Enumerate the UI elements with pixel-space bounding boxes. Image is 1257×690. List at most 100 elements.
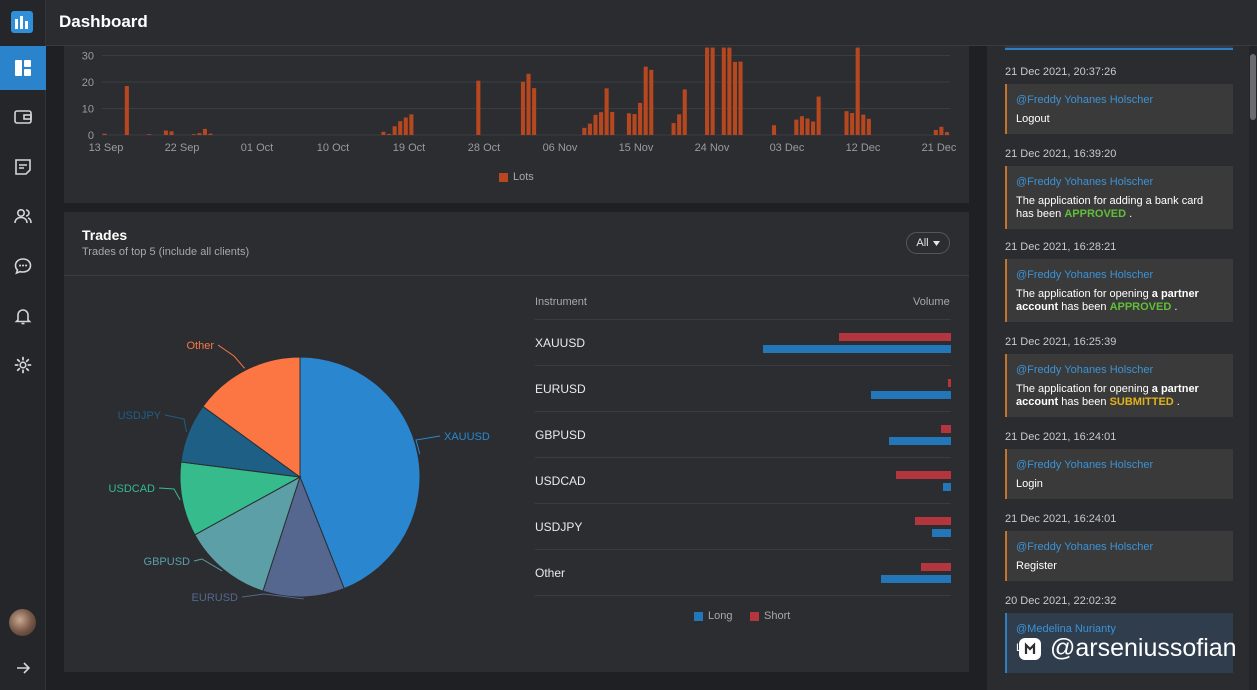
- table-row[interactable]: USDJPY: [535, 503, 951, 549]
- lots-bar[interactable]: [933, 129, 938, 135]
- lots-bar[interactable]: [520, 81, 525, 135]
- lots-bar[interactable]: [705, 47, 710, 135]
- lots-bar[interactable]: [794, 119, 799, 135]
- sidebar-item-dashboard[interactable]: [0, 46, 46, 90]
- lots-bar[interactable]: [682, 89, 687, 135]
- activity-user-link[interactable]: @Freddy Yohanes Holscher: [1016, 364, 1154, 376]
- lots-bar[interactable]: [732, 61, 737, 135]
- short-volume-bar[interactable]: [948, 379, 951, 387]
- lots-bar[interactable]: [939, 126, 944, 135]
- activity-item[interactable]: @Freddy Yohanes Holscher Login: [1005, 449, 1233, 499]
- lots-bar[interactable]: [582, 127, 587, 135]
- long-volume-bar[interactable]: [889, 437, 951, 445]
- lots-bar[interactable]: [850, 113, 855, 135]
- sidebar-item-notifications[interactable]: [0, 294, 46, 338]
- lots-bar[interactable]: [476, 80, 481, 135]
- lots-bar[interactable]: [387, 133, 392, 135]
- lots-bar[interactable]: [771, 125, 777, 135]
- activity-item[interactable]: @Freddy Yohanes Holscher The application …: [1005, 354, 1233, 417]
- lots-bar[interactable]: [202, 128, 207, 135]
- lots-bar[interactable]: [403, 117, 408, 135]
- pie-slice-gbpusd[interactable]: [194, 475, 301, 592]
- activity-user-link[interactable]: @Freddy Yohanes Holscher: [1016, 176, 1154, 188]
- lots-bar[interactable]: [799, 116, 804, 135]
- lots-bar[interactable]: [721, 47, 726, 135]
- lots-bar[interactable]: [855, 47, 860, 135]
- long-volume-bar[interactable]: [881, 575, 951, 583]
- lots-bar[interactable]: [710, 47, 715, 135]
- lots-bar[interactable]: [844, 111, 849, 135]
- activity-item[interactable]: @Freddy Yohanes Holscher Register: [1005, 531, 1233, 581]
- lots-bar[interactable]: [593, 114, 598, 135]
- lots-bar[interactable]: [626, 113, 631, 135]
- pie-slice-usdcad[interactable]: [179, 461, 302, 536]
- short-volume-bar[interactable]: [915, 517, 951, 525]
- activity-scrollbar[interactable]: [1249, 46, 1257, 690]
- lots-bar[interactable]: [398, 121, 403, 135]
- lots-bar[interactable]: [526, 73, 531, 135]
- lots-bar[interactable]: [643, 66, 648, 135]
- short-volume-bar[interactable]: [839, 333, 951, 341]
- lots-bar[interactable]: [649, 69, 654, 135]
- lots-bar[interactable]: [671, 123, 676, 135]
- lots-bar[interactable]: [102, 133, 107, 135]
- lots-bar[interactable]: [169, 131, 174, 135]
- lots-bar[interactable]: [409, 114, 414, 135]
- activity-item[interactable]: @Freddy Yohanes Holscher The application …: [1005, 166, 1233, 229]
- table-row[interactable]: GBPUSD: [535, 411, 951, 457]
- short-volume-bar[interactable]: [941, 425, 951, 433]
- sidebar-item-messages[interactable]: [0, 244, 46, 288]
- app-logo[interactable]: [11, 11, 33, 33]
- lots-legend[interactable]: Lots: [499, 171, 534, 183]
- sidebar-item-notes[interactable]: [0, 145, 46, 189]
- activity-item[interactable]: @Freddy Yohanes Holscher The application …: [1005, 259, 1233, 322]
- lots-bar[interactable]: [124, 85, 129, 135]
- lots-bar[interactable]: [587, 123, 592, 135]
- lots-bar[interactable]: [944, 132, 949, 135]
- trades-filter-dropdown[interactable]: All: [906, 232, 950, 254]
- sidebar-item-wallet[interactable]: [0, 95, 46, 139]
- table-row[interactable]: USDCAD: [535, 457, 951, 503]
- lots-bar[interactable]: [208, 133, 213, 135]
- pie-slice-xauusd[interactable]: [299, 356, 421, 590]
- pie-slice-eurusd[interactable]: [262, 475, 345, 598]
- sidebar-item-users[interactable]: [0, 194, 46, 238]
- activity-user-link[interactable]: @Freddy Yohanes Holscher: [1016, 94, 1154, 106]
- activity-user-link[interactable]: @Freddy Yohanes Holscher: [1016, 269, 1154, 281]
- lots-bar[interactable]: [861, 114, 866, 135]
- lots-bar[interactable]: [632, 114, 637, 135]
- long-volume-bar[interactable]: [943, 483, 951, 491]
- lots-bar[interactable]: [816, 96, 821, 135]
- lots-bar[interactable]: [866, 118, 871, 135]
- activity-item[interactable]: @Medelina NuriantyL: [1005, 613, 1233, 673]
- lots-bar[interactable]: [599, 112, 604, 135]
- short-volume-bar[interactable]: [896, 471, 951, 479]
- lots-bar[interactable]: [197, 133, 202, 135]
- short-volume-bar[interactable]: [921, 563, 951, 571]
- long-volume-bar[interactable]: [871, 391, 951, 399]
- avatar[interactable]: [9, 609, 36, 636]
- scrollbar-thumb[interactable]: [1250, 54, 1256, 120]
- long-volume-bar[interactable]: [763, 345, 951, 353]
- activity-item[interactable]: @Freddy Yohanes Holscher Logout: [1005, 84, 1233, 134]
- lots-bar[interactable]: [610, 111, 615, 135]
- pie-slice-other[interactable]: [202, 356, 301, 478]
- table-row[interactable]: EURUSD: [535, 365, 951, 411]
- arrow-right-icon[interactable]: [13, 658, 33, 678]
- lots-bar[interactable]: [532, 88, 537, 135]
- short-legend[interactable]: Short: [750, 610, 790, 622]
- lots-bar[interactable]: [604, 88, 609, 135]
- lots-bar[interactable]: [191, 134, 196, 135]
- lots-bar[interactable]: [738, 61, 743, 135]
- table-row[interactable]: XAUUSD: [535, 319, 951, 365]
- lots-bar[interactable]: [392, 126, 397, 135]
- lots-bar[interactable]: [727, 47, 732, 135]
- activity-user-link[interactable]: @Freddy Yohanes Holscher: [1016, 541, 1154, 553]
- lots-bar[interactable]: [677, 114, 682, 135]
- lots-bar[interactable]: [811, 121, 816, 135]
- lots-bar[interactable]: [147, 134, 152, 135]
- activity-user-link[interactable]: @Freddy Yohanes Holscher: [1016, 459, 1154, 471]
- long-volume-bar[interactable]: [932, 529, 951, 537]
- table-row[interactable]: Other: [535, 549, 951, 595]
- activity-user-link[interactable]: @Medelina Nurianty: [1016, 623, 1116, 635]
